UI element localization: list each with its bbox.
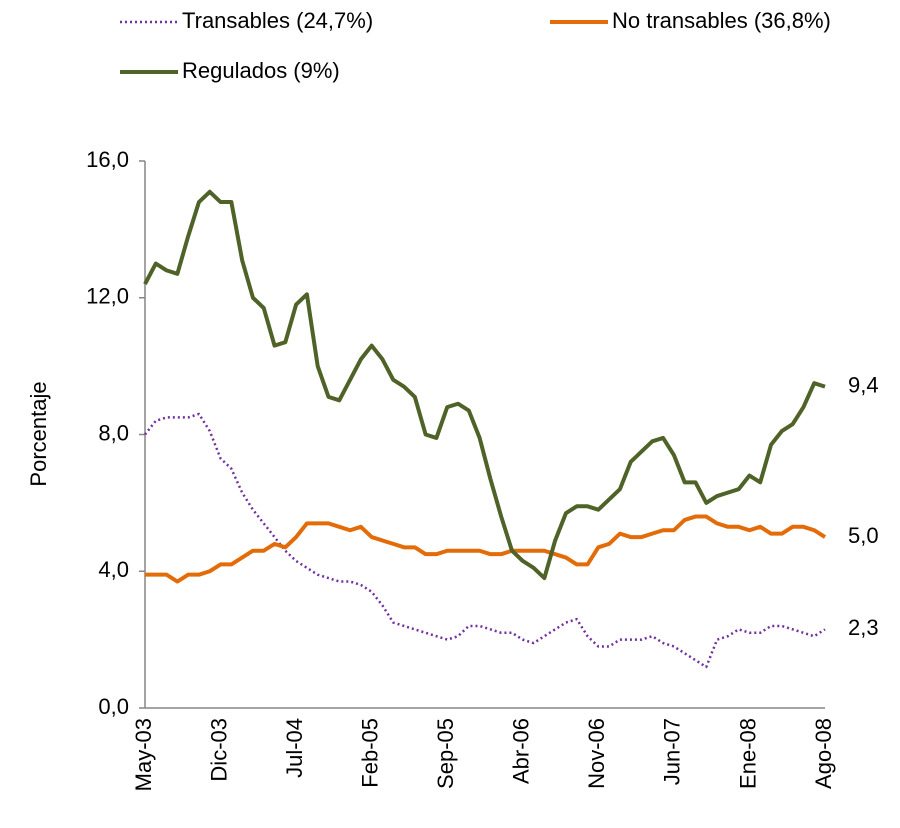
x-tick-label: Ene-08 bbox=[735, 718, 760, 789]
x-tick-label: Sep-05 bbox=[433, 718, 458, 789]
end-label: 5,0 bbox=[848, 523, 879, 548]
x-tick-label: Feb-05 bbox=[357, 718, 382, 788]
x-tick-label: May-03 bbox=[131, 718, 156, 791]
y-tick-label: 16,0 bbox=[86, 147, 129, 172]
x-tick-label: Nov-06 bbox=[584, 718, 609, 789]
end-label: 2,3 bbox=[848, 615, 879, 640]
x-tick-label: Jul-04 bbox=[282, 718, 307, 778]
legend-label: Transables (24,7%) bbox=[182, 8, 373, 33]
y-tick-label: 8,0 bbox=[98, 420, 129, 445]
line-series bbox=[144, 412, 826, 669]
line-series bbox=[145, 514, 827, 584]
legend-label: Regulados (9%) bbox=[182, 58, 340, 83]
y-tick-label: 4,0 bbox=[98, 557, 129, 582]
y-tick-label: 12,0 bbox=[86, 284, 129, 309]
x-tick-label: Dic-03 bbox=[206, 718, 231, 782]
line-series bbox=[143, 189, 826, 581]
end-label: 9,4 bbox=[848, 372, 879, 397]
y-tick-label: 0,0 bbox=[98, 694, 129, 719]
x-tick-label: Jun-07 bbox=[660, 718, 685, 785]
y-axis-label: Porcentaje bbox=[26, 381, 51, 486]
x-tick-label: Abr-06 bbox=[509, 718, 534, 784]
x-tick-label: Ago-08 bbox=[811, 718, 836, 789]
legend-label: No transables (36,8%) bbox=[612, 8, 831, 33]
